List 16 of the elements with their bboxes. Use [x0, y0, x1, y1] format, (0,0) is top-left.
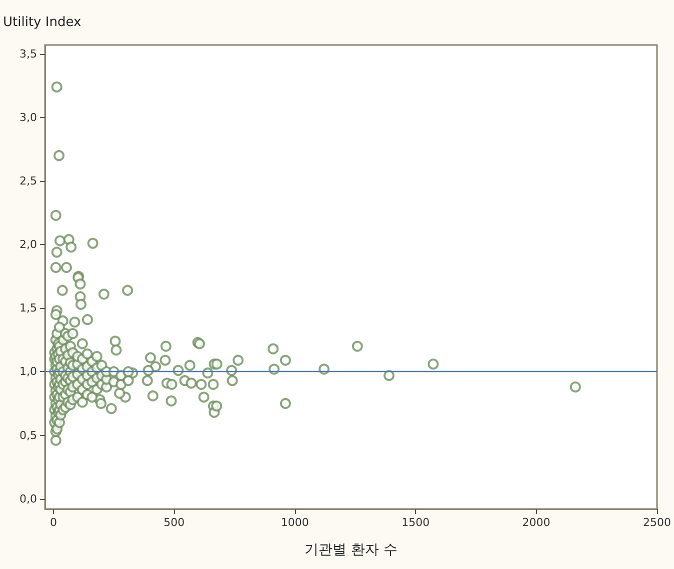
y-axis-title: Utility Index	[3, 15, 82, 30]
x-tick-label: 1500	[402, 516, 430, 529]
y-tick-label: 3,0	[20, 110, 37, 124]
y-tick-label: 3,5	[20, 47, 37, 60]
x-tick-label: 1000	[280, 516, 309, 529]
x-tick-label: 500	[164, 516, 185, 529]
x-axis-title: 기관별 환자 수	[304, 542, 398, 558]
y-tick-label: 2,0	[20, 238, 37, 252]
y-tick-label: 1,0	[20, 365, 37, 378]
x-tick-label: 0	[50, 516, 57, 529]
y-tick-label: 0,0	[20, 492, 37, 506]
y-tick-label: 1,5	[20, 302, 37, 315]
y-tick-label: 0,5	[20, 428, 37, 442]
x-tick-label: 2500	[643, 516, 672, 529]
x-tick-label: 2000	[522, 516, 550, 529]
y-tick-label: 2,5	[20, 174, 37, 188]
